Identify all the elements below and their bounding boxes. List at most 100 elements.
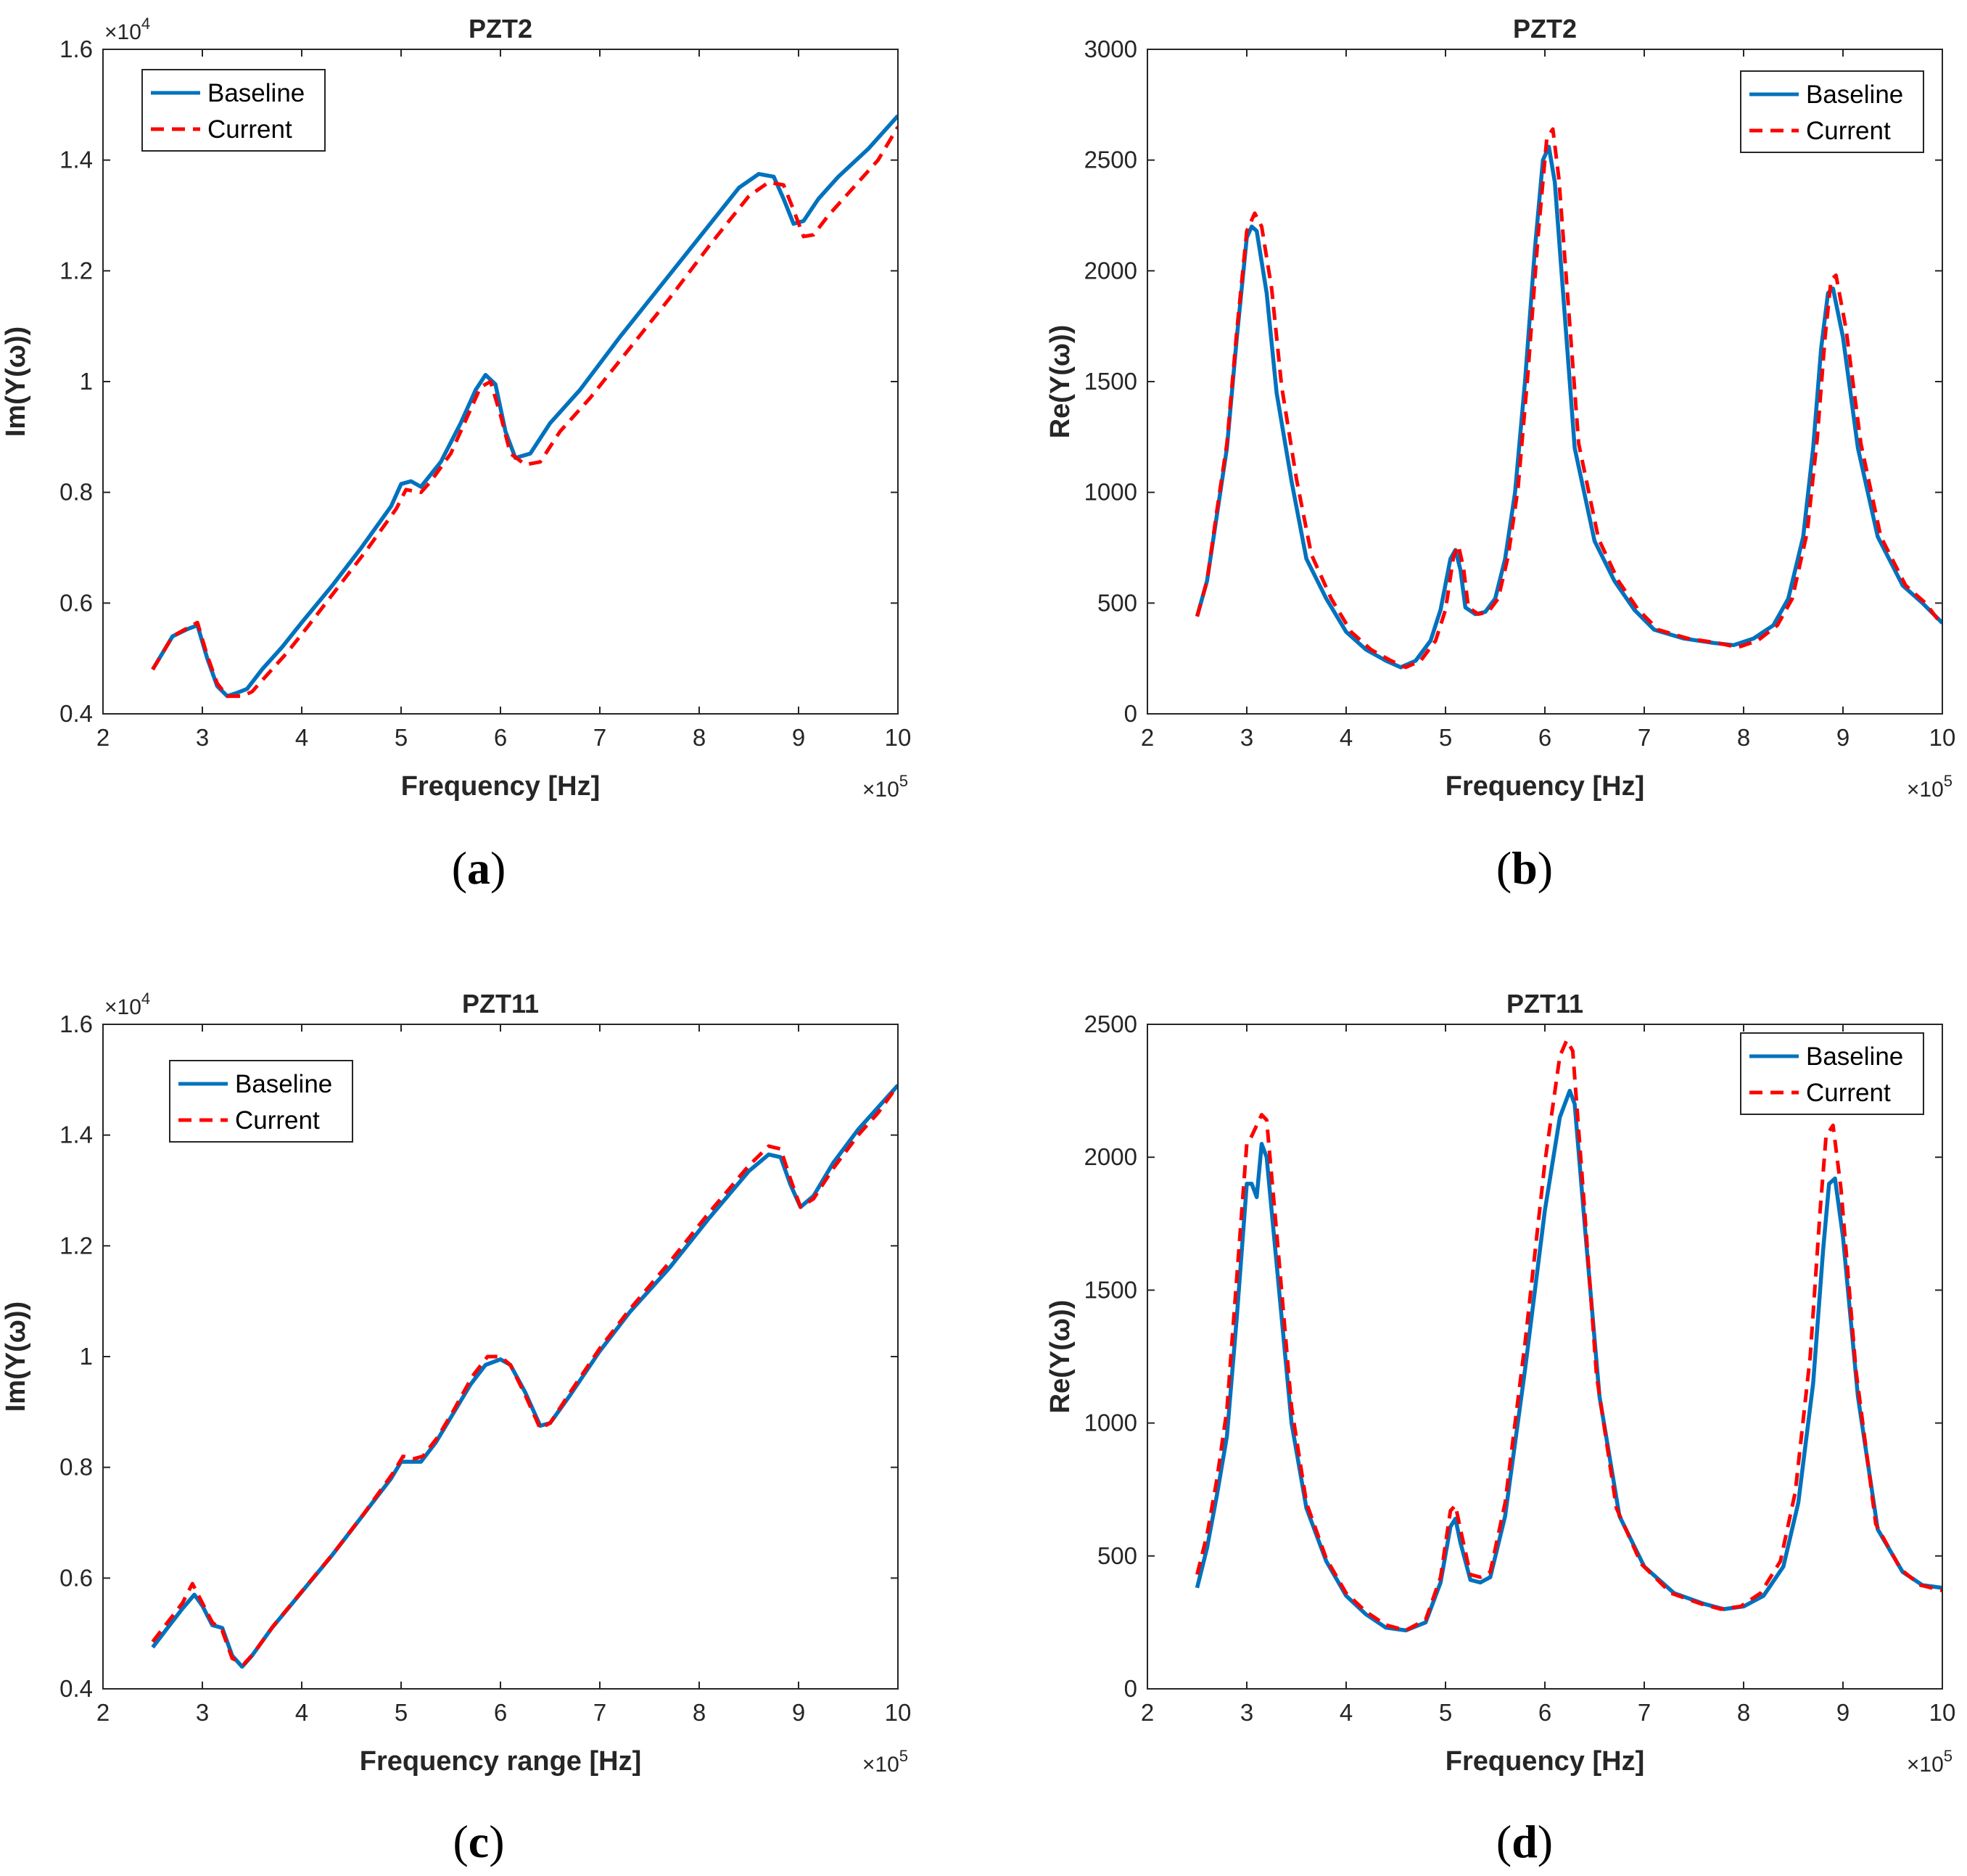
panel-caption: (c) xyxy=(453,1816,504,1867)
panel-caption: (a) xyxy=(452,842,506,894)
series-line-baseline xyxy=(151,114,898,699)
x-tick-label: 6 xyxy=(1538,1699,1551,1726)
x-tick-label: 7 xyxy=(593,724,606,751)
x-tick-label: 4 xyxy=(1340,1699,1353,1726)
y-axis-label: Im(Y(ω)) xyxy=(1,1301,31,1412)
y-tick-label: 1.4 xyxy=(59,1122,93,1148)
y-tick-label: 2500 xyxy=(1084,147,1137,173)
panel-caption: (d) xyxy=(1496,1816,1553,1867)
x-tick-label: 5 xyxy=(1439,724,1452,751)
x-tick-label: 10 xyxy=(885,1699,912,1726)
panel-d-re-pzt11: 2 3 4 5 6 7 8 9 10 0 500 1000 1500 2000 2500 PZT11 Frequ… xyxy=(1045,989,1955,1867)
panel-caption: (b) xyxy=(1496,842,1553,894)
x-multiplier-base: ×10 xyxy=(1907,1753,1944,1777)
caption-open-paren: ( xyxy=(1496,842,1512,894)
x-multiplier-exp: 5 xyxy=(1944,1747,1952,1765)
x-axis-label: Frequency range [Hz] xyxy=(360,1746,642,1777)
y-tick-label: 0.4 xyxy=(59,1675,93,1702)
y-tick-label: 2000 xyxy=(1084,257,1137,284)
x-tick-label: 3 xyxy=(1240,724,1253,751)
y-tick-label: 1.2 xyxy=(59,257,93,284)
y-axis-label: Re(Y(ω)) xyxy=(1045,1300,1076,1414)
y-tick-label: 1 xyxy=(80,1343,93,1370)
legend-box xyxy=(169,1060,353,1143)
x-multiplier-exp: 5 xyxy=(1944,772,1952,790)
x-tick-label: 8 xyxy=(693,724,706,751)
legend-box xyxy=(1740,1032,1924,1115)
chart-title: PZT2 xyxy=(1513,14,1577,44)
x-axis-label: Frequency [Hz] xyxy=(401,771,600,802)
y-tick-label: 0.4 xyxy=(59,700,93,727)
x-multiplier-exp: 5 xyxy=(899,772,908,790)
x-axis-multiplier: ×105 xyxy=(862,1747,908,1777)
x-multiplier-base: ×10 xyxy=(862,1753,899,1777)
y-axis-label: Im(Y(ω)) xyxy=(1,326,31,437)
series-line-current xyxy=(1195,127,1942,670)
y-tick-label: 0 xyxy=(1124,1675,1137,1702)
legend-label-current: Current xyxy=(235,1106,320,1135)
y-tick-label: 500 xyxy=(1097,1542,1137,1569)
caption-close-paren: ) xyxy=(490,842,506,894)
y-tick-label: 1 xyxy=(80,368,93,395)
x-axis-multiplier: ×105 xyxy=(1907,772,1952,802)
y-tick-label: 1500 xyxy=(1084,368,1137,395)
caption-close-paren: ) xyxy=(489,1816,504,1867)
series-line-baseline xyxy=(1195,1088,1942,1633)
legend-label-current: Current xyxy=(1806,1079,1891,1107)
y-tick-label: 1500 xyxy=(1084,1276,1137,1303)
x-tick-label: 9 xyxy=(1836,724,1850,751)
x-tick-label: 4 xyxy=(295,1699,308,1726)
x-tick-label: 7 xyxy=(1638,1699,1651,1726)
x-axis-multiplier: ×105 xyxy=(862,772,908,802)
x-tick-label: 3 xyxy=(196,1699,209,1726)
plot-area xyxy=(1147,1024,1942,1689)
x-tick-label: 10 xyxy=(1929,724,1956,751)
x-tick-label: 10 xyxy=(1929,1699,1956,1726)
y-tick-label: 0.6 xyxy=(59,589,93,616)
y-tick-label: 3000 xyxy=(1084,36,1137,62)
x-tick-label: 6 xyxy=(1538,724,1551,751)
series-line-current xyxy=(1195,1038,1942,1632)
legend: Baseline Current xyxy=(1740,1032,1924,1115)
y-tick-label: 1000 xyxy=(1084,1410,1137,1436)
y-tick-label: 0.8 xyxy=(59,1454,93,1481)
y-tick-label: 500 xyxy=(1097,589,1137,616)
x-tick-label: 5 xyxy=(395,1699,408,1726)
y-tick-label: 1.6 xyxy=(59,1011,93,1037)
x-tick-label: 8 xyxy=(693,1699,706,1726)
legend-label-baseline: Baseline xyxy=(235,1070,332,1098)
x-multiplier-exp: 5 xyxy=(899,1747,908,1765)
x-multiplier-base: ×10 xyxy=(862,778,899,802)
legend-box xyxy=(141,69,326,152)
x-tick-label: 10 xyxy=(885,724,912,751)
x-axis-label: Frequency [Hz] xyxy=(1446,771,1644,802)
caption-letter: d xyxy=(1512,1816,1538,1867)
x-tick-label: 9 xyxy=(792,1699,805,1726)
x-axis-multiplier: ×105 xyxy=(1907,1747,1952,1777)
legend-label-current: Current xyxy=(207,115,292,144)
legend: Baseline Current xyxy=(1740,70,1924,153)
y-multiplier-exp: 4 xyxy=(141,990,150,1008)
y-tick-label: 0 xyxy=(1124,700,1137,727)
legend-label-current: Current xyxy=(1806,117,1891,145)
x-tick-label: 2 xyxy=(1141,1699,1154,1726)
legend-label-baseline: Baseline xyxy=(1806,81,1903,109)
caption-open-paren: ( xyxy=(453,1816,468,1867)
x-axis-label: Frequency [Hz] xyxy=(1446,1746,1644,1777)
legend-box xyxy=(1740,70,1924,153)
panel-a-im-pzt2: 2 3 4 5 6 7 8 9 10 0.4 0.6 0.8 1 1.2 1.4 1.6 PZT2 Frequen… xyxy=(1,14,911,894)
x-tick-label: 2 xyxy=(96,1699,110,1726)
legend-label-baseline: Baseline xyxy=(1806,1042,1903,1071)
x-tick-label: 8 xyxy=(1737,724,1750,751)
x-tick-label: 6 xyxy=(494,1699,507,1726)
y-tick-label: 2000 xyxy=(1084,1143,1137,1170)
x-tick-label: 2 xyxy=(1141,724,1154,751)
y-multiplier-base: ×10 xyxy=(104,995,141,1019)
series-line-baseline xyxy=(1195,144,1942,670)
y-axis-label: Re(Y(ω)) xyxy=(1045,325,1076,439)
x-tick-label: 4 xyxy=(1340,724,1353,751)
x-tick-label: 7 xyxy=(1638,724,1651,751)
x-tick-label: 9 xyxy=(1836,1699,1850,1726)
legend-label-baseline: Baseline xyxy=(207,79,305,107)
